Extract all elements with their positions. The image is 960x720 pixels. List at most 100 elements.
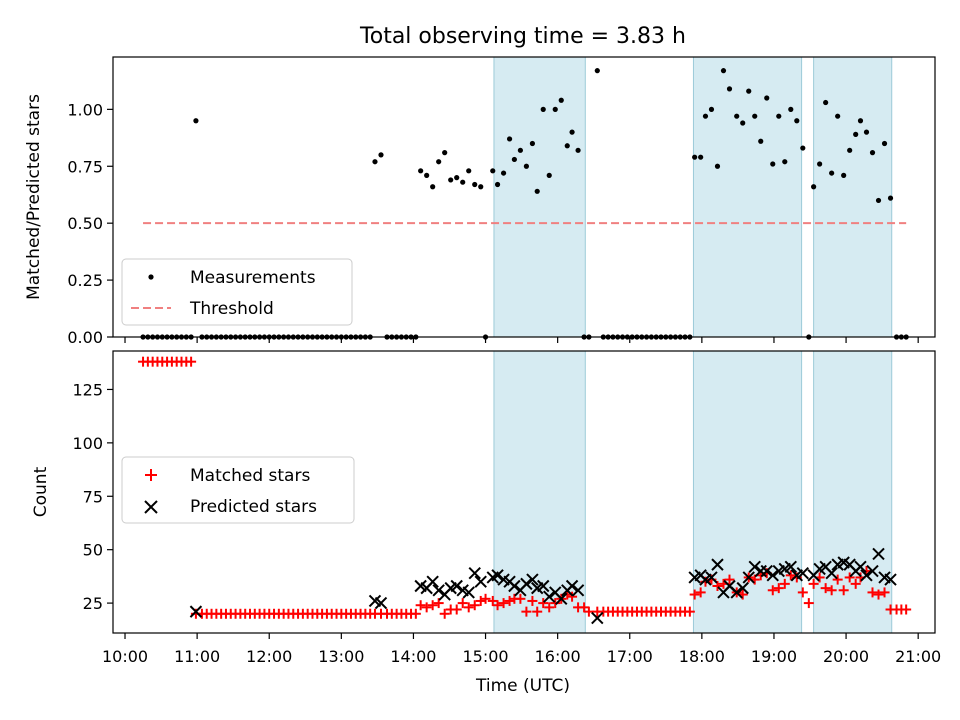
matched-star-point [879,587,890,598]
measurement-point [794,118,800,124]
matched-star-point [767,585,778,596]
measurement-point [708,106,715,112]
matched-star-point [463,602,474,613]
y-tick-label: 1.00 [67,100,103,119]
measurement-point [714,163,721,169]
matched-star-point [410,608,421,619]
chart-title: Total observing time = 3.83 h [359,24,686,49]
measurement-point [770,161,776,167]
predicted-star-point [748,560,761,573]
predicted-star-point [742,571,755,584]
predicted-star-point [884,573,897,586]
measurement-point [869,150,876,156]
measurement-point [534,188,540,194]
matched-star-point [773,583,784,594]
predicted-star-point [565,579,579,593]
bottom-shaded-intervals [493,350,893,634]
matched-star-point [504,595,515,606]
legend-matched-marker [145,469,157,481]
measurement-point [540,106,546,112]
predicted-star-point [450,579,463,593]
measurement-point [823,99,829,106]
measurement-point [424,172,430,178]
matched-star-point [712,581,723,591]
x-tick-label: 14:00 [390,647,436,666]
predicted-stars-points [189,547,897,625]
measurement-point [372,159,378,165]
measurement-point [788,106,794,112]
predicted-star-point [543,590,556,603]
predicted-star-point [825,566,838,580]
y-tick-label: 75 [83,487,103,506]
predicted-star-point [374,596,388,610]
matched-star-point [433,598,444,609]
measurement-point [506,136,513,142]
measurement-point [853,131,859,137]
measurement-point [575,147,581,153]
predicted-star-point [730,586,743,599]
measurement-point [746,88,752,94]
predicted-star-point [860,569,873,582]
matched-star-point [820,583,831,594]
predicted-star-point [491,569,504,582]
bottom-y-axis-label: Count [31,466,51,517]
measurement-point [734,113,740,119]
y-tick-label: 125 [72,380,103,399]
measurement-point [720,68,727,74]
x-tick-label: 18:00 [679,647,725,666]
bottom-axis-ticks: 10:00 11:00 12:00 13:00 14:00 15:00 16:00 17:00… [72,380,941,666]
predicted-star-point [426,575,439,588]
measurement-point [500,170,507,176]
top-axes-frame [112,56,936,338]
legend-predicted-label: Predicted stars [190,497,317,517]
matched-star-point [544,602,555,613]
matched-star-point [492,600,503,611]
measurement-point [517,147,523,153]
measurement-point [698,154,704,160]
measurement-point [782,159,788,165]
predicted-star-point [796,566,810,580]
predicted-star-point [555,592,568,606]
measurement-point [558,97,564,103]
x-tick-label: 11:00 [174,647,220,666]
matched-star-point [785,570,796,581]
shaded-interval [813,350,893,634]
measurement-point [546,172,552,178]
predicted-star-point [432,584,445,597]
predicted-star-point [520,577,533,591]
y-tick-label: 0.25 [67,271,103,290]
matched-star-point [838,585,849,596]
legend-measurements-marker [148,274,154,280]
x-tick-label: 16:00 [535,647,581,666]
measurement-point [523,163,530,169]
matched-star-point [684,606,695,617]
x-tick-label: 15:00 [462,647,508,666]
shaded-interval [813,56,893,338]
measurement-point [529,140,536,147]
matched-star-point [521,606,532,617]
predicted-star-point [526,573,539,586]
measurement-point [764,95,770,101]
measurement-point [511,156,517,163]
measurement-point [835,113,841,119]
legend-matched-label: Matched stars [190,466,310,486]
measurement-point [887,195,894,201]
measurement-point [811,184,817,190]
predicted-star-point [474,575,487,588]
matched-star-point [498,598,509,609]
matched-star-point [515,593,526,604]
measurement-point [776,113,782,119]
measurement-point [193,118,199,124]
x-tick-label: 21:00 [895,647,941,666]
matched-star-point [480,593,491,604]
predicted-star-point [784,560,797,573]
matched-star-point [475,595,486,606]
shaded-interval [692,350,803,634]
matched-star-point [186,356,197,367]
matched-star-point [421,602,432,613]
y-tick-label: 0.75 [67,157,103,176]
matched-star-point [439,608,450,619]
measurement-point [430,184,436,190]
bottom-legend: Matched stars Predicted stars [121,456,355,524]
